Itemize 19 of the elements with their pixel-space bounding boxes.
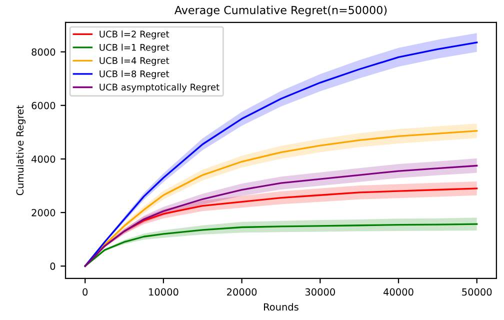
x-tick-label: 20000 <box>227 288 257 296</box>
legend-label: UCB l=1 Regret <box>100 44 170 53</box>
legend-label: UCB asymptotically Regret <box>100 84 220 92</box>
legend-label: UCB l=8 Regret <box>100 70 170 80</box>
x-axis-title: Rounds <box>264 303 298 311</box>
y-axis-title: Cumulative Regret <box>16 105 26 196</box>
x-tick-label: 40000 <box>384 288 414 296</box>
x-tick-label: 10000 <box>149 288 178 296</box>
y-tick-label: 4000 <box>32 155 56 163</box>
x-tick-label: 30000 <box>305 288 335 296</box>
y-tick-label: 2000 <box>32 209 56 216</box>
y-tick-label: 6000 <box>32 102 56 110</box>
x-tick-label: 0 <box>82 288 88 296</box>
chart-title: Average Cumulative Regret(n=50000) <box>174 6 387 16</box>
legend-label: UCB l=2 Regret <box>100 30 170 40</box>
y-tick-label: 8000 <box>32 48 56 56</box>
y-tick-label: 0 <box>50 262 56 270</box>
x-tick-label: 50000 <box>462 288 492 296</box>
legend-label: UCB l=4 Regret <box>100 57 170 66</box>
